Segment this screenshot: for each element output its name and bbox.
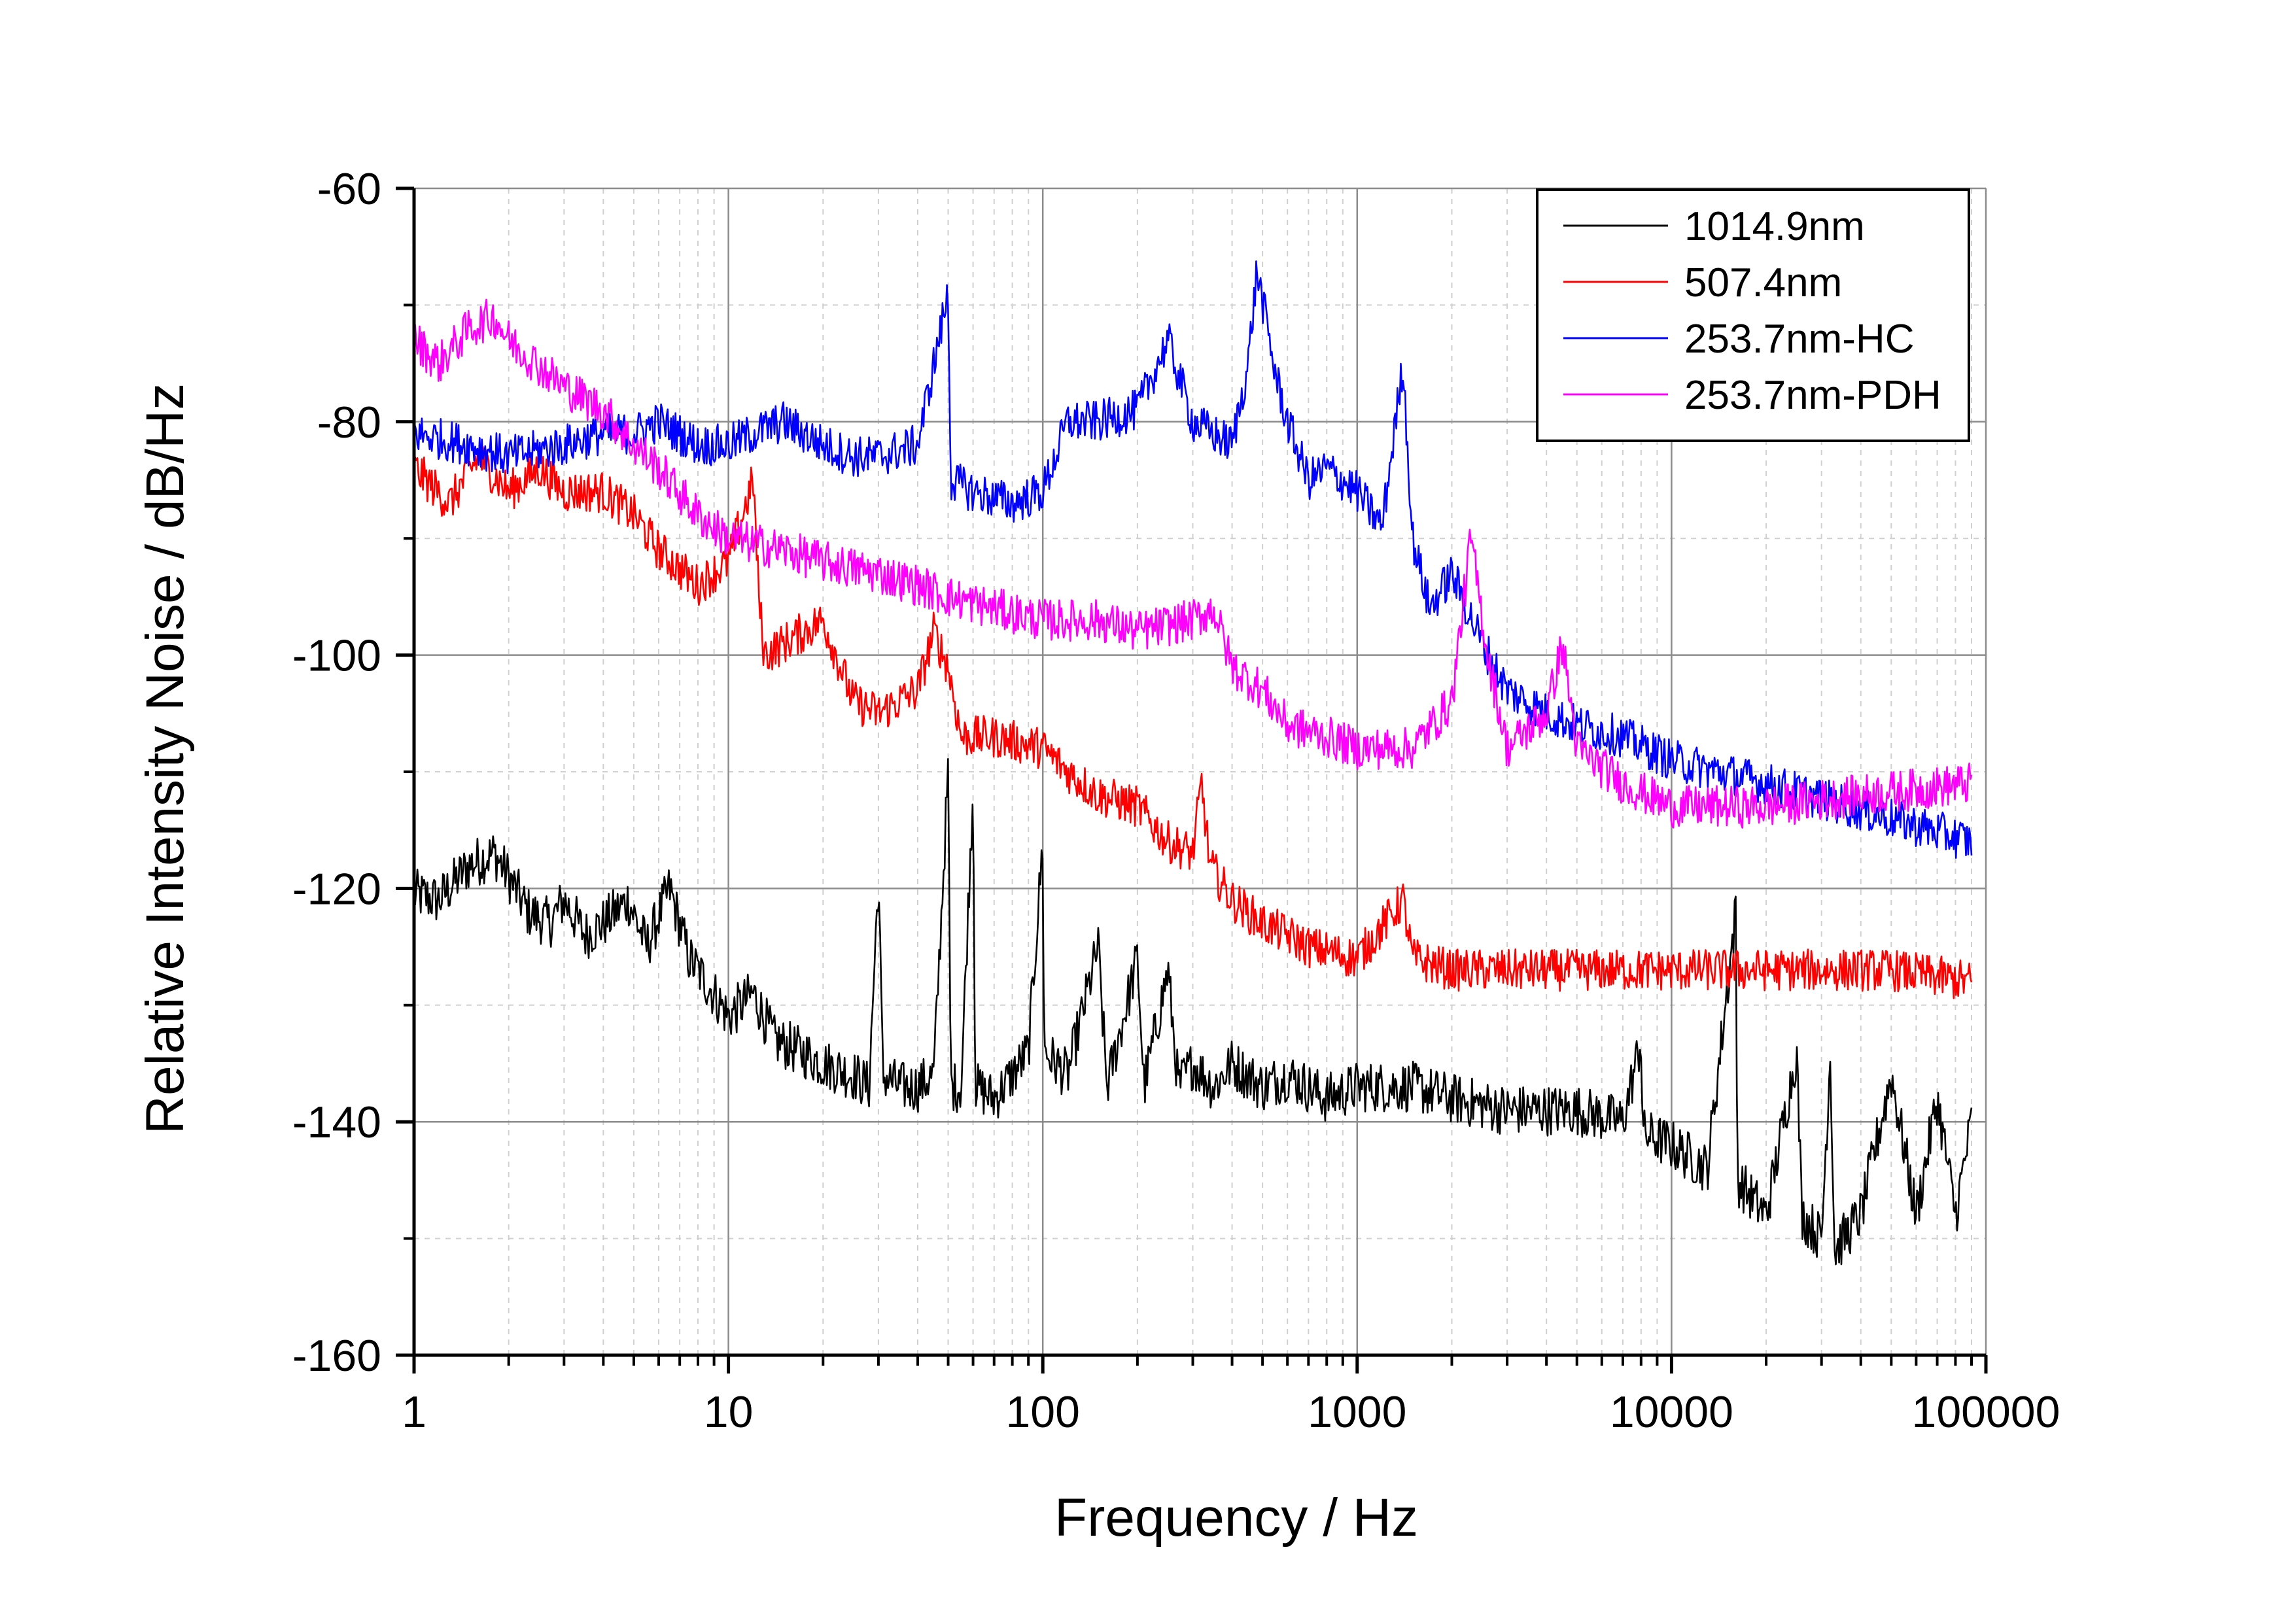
x-tick-label: 1: [402, 1387, 426, 1437]
y-tick-label: -160: [292, 1331, 381, 1381]
y-tick-label: -60: [317, 164, 381, 214]
y-axis-label: Relative Intensity Noise / dB/Hz: [135, 383, 195, 1134]
legend-label-3: 253.7nm-PDH: [1684, 373, 1941, 418]
x-axis-label: Frequency / Hz: [1054, 1488, 1418, 1547]
axes: 1 10 100 1000 10000 100000 -60 -80 -100 -120 -140 -…: [292, 164, 2060, 1437]
x-tick-label: 100: [1005, 1387, 1079, 1437]
series-line-3: [413, 298, 1973, 829]
x-tick-label: 100000: [1912, 1387, 2060, 1437]
x-tick-label: 1000: [1308, 1387, 1406, 1437]
legend-label-2: 253.7nm-HC: [1684, 317, 1914, 362]
legend-label-1: 507.4nm: [1684, 260, 1842, 305]
x-tick-label: 10000: [1610, 1387, 1733, 1437]
series-line-1: [413, 446, 1973, 999]
series-line-2: [413, 260, 1973, 859]
legend-label-0: 1014.9nm: [1684, 204, 1865, 249]
legend-box: [1536, 188, 1970, 442]
y-tick-label: -80: [317, 398, 381, 447]
series-layer: [413, 260, 1973, 1266]
y-tick-label: -120: [292, 864, 381, 914]
y-tick-label: -100: [292, 631, 381, 681]
y-tick-label: -140: [292, 1097, 381, 1147]
x-tick-label: 10: [704, 1387, 754, 1437]
series-line-0: [413, 758, 1973, 1266]
legend: 1014.9nm 507.4nm 253.7nm-HC 253.7nm-PDH: [1536, 188, 1970, 442]
